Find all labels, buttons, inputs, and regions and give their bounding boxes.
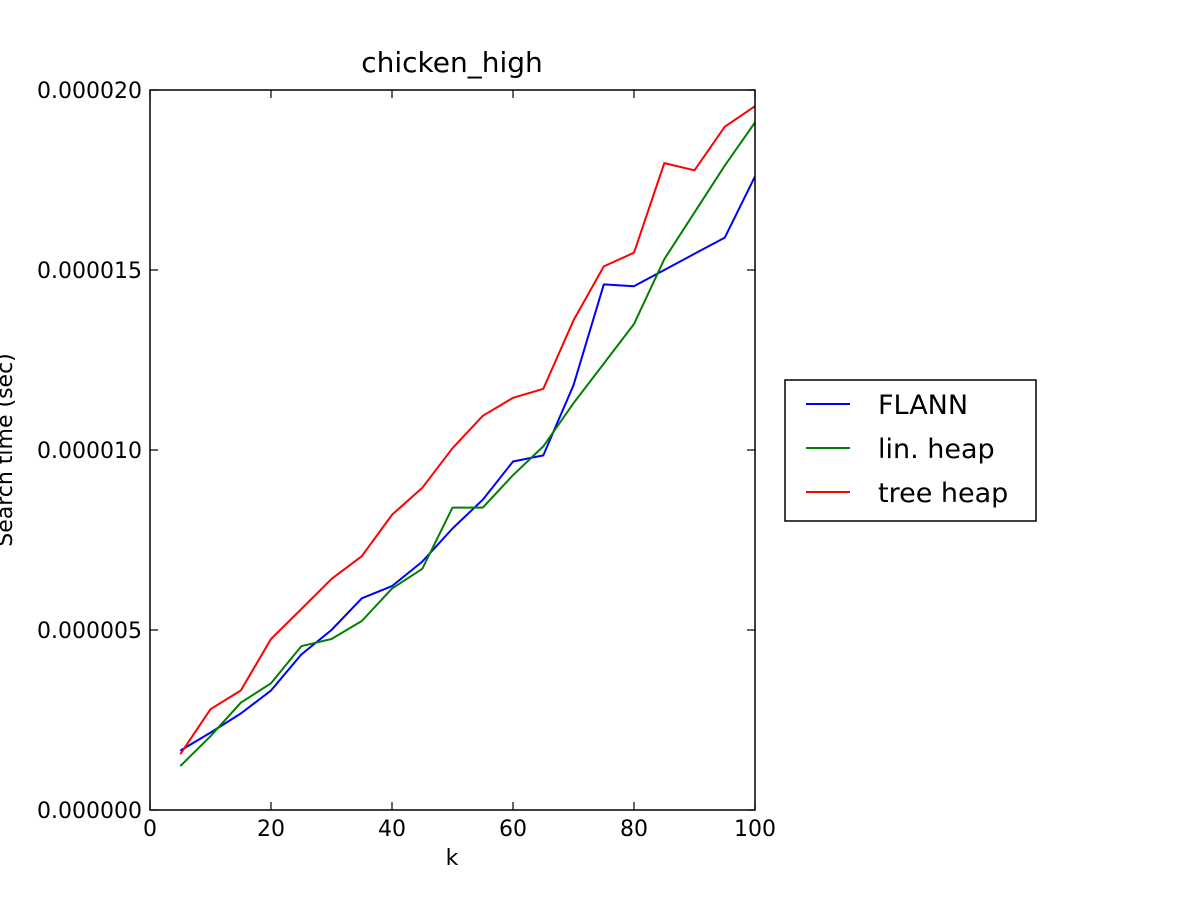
plot-area — [149, 89, 756, 811]
y-tick-label: 0.000010 — [37, 439, 142, 464]
series-line-flann — [179, 175, 756, 752]
legend: FLANN lin. heap tree heap — [784, 379, 1037, 522]
x-tick-label: 20 — [257, 817, 285, 842]
y-tick-label: 0.000005 — [37, 619, 142, 644]
chart-title: chicken_high — [361, 46, 543, 79]
y-axis-label: Search time (sec) — [0, 353, 18, 547]
x-tick-label: 80 — [620, 817, 648, 842]
x-tick-label: 40 — [378, 817, 406, 842]
legend-label: tree heap — [878, 478, 1008, 509]
x-tick-label: 60 — [499, 817, 527, 842]
legend-label: FLANN — [878, 390, 968, 421]
y-tick-label: 0.000000 — [37, 799, 142, 824]
y-tick-label: 0.000015 — [37, 259, 142, 284]
y-axis: 0.000000 0.000005 0.000010 0.000015 0.000020 — [37, 79, 755, 824]
legend-label: lin. heap — [878, 434, 995, 465]
x-axis: 0 20 40 60 80 100 — [143, 90, 776, 842]
x-tick-label: 0 — [143, 817, 157, 842]
y-tick-label: 0.000020 — [37, 79, 142, 104]
series-line-tree-heap — [179, 105, 756, 755]
x-axis-label: k — [446, 846, 459, 871]
series-line-lin-heap — [179, 121, 756, 767]
x-tick-label: 100 — [734, 817, 776, 842]
